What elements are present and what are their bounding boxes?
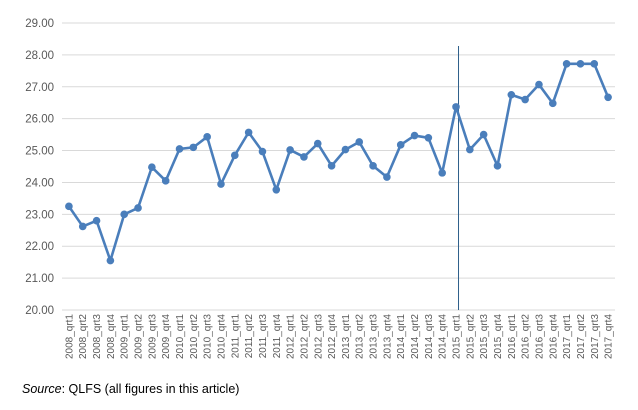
y-tick-label: 25.00 [25,146,54,158]
x-axis: 2008_qrt1 2008_qrt2 2008_qrt3 2008_qrt4 2009… [64,314,614,359]
x-tick-label: 2016_qrt4 [548,314,559,359]
x-tick-label: 2012_qrt4 [327,314,338,359]
data-point [161,177,170,185]
x-tick-label: 2013_qrt1 [341,314,352,359]
data-point [341,145,350,154]
data-point [355,138,364,146]
x-tick-label: 2016_qrt1 [507,314,518,359]
x-tick-label: 2015_qrt3 [479,314,490,359]
data-point [521,95,529,104]
data-point [217,180,225,188]
data-point [106,256,115,265]
series [65,60,612,265]
source-text: : QLFS (all figures in this article) [61,382,240,396]
gridlines [62,22,615,311]
x-tick-label: 2008_qrt3 [92,314,103,359]
data-point [548,99,557,108]
data-point [203,133,211,141]
data-point [258,147,267,156]
data-point [604,93,612,102]
y-tick-label: 22.00 [25,241,54,253]
data-point [92,216,101,225]
x-tick-label: 2013_qrt2 [355,314,366,359]
x-tick-label: 2008_qrt1 [64,314,75,359]
data-point [313,139,322,148]
x-tick-label: 2015_qrt2 [465,314,476,359]
data-point [175,145,184,153]
data-point [327,162,336,170]
data-point [300,153,308,161]
x-tick-label: 2014_qrt1 [396,314,407,359]
x-tick-label: 2014_qrt3 [424,314,435,359]
data-point [493,162,502,170]
y-tick-label: 24.00 [25,177,54,189]
source-note: Source: QLFS (all figures in this articl… [22,382,239,396]
x-tick-label: 2015_qrt1 [452,314,463,359]
data-point [562,60,571,68]
x-tick-label: 2009_qrt2 [134,314,145,359]
y-tick-label: 29.00 [25,18,54,30]
x-tick-label: 2012_qrt3 [313,314,324,359]
y-tick-label: 21.00 [25,273,54,285]
y-tick-label: 23.00 [25,209,54,221]
data-point [466,145,474,154]
x-tick-label: 2008_qrt2 [78,314,89,359]
data-point [120,210,129,219]
y-tick-label: 20.00 [25,305,54,317]
data-point [576,60,585,68]
data-point [396,141,405,149]
x-tick-label: 2014_qrt2 [410,314,421,359]
data-point [424,134,433,142]
x-tick-label: 2016_qrt3 [534,314,545,359]
x-tick-label: 2013_qrt4 [382,314,393,359]
data-point [244,128,253,137]
x-tick-label: 2011_qrt1 [230,314,241,359]
x-tick-label: 2009_qrt4 [161,314,172,359]
data-point [231,151,239,160]
x-tick-label: 2010_qrt3 [203,314,214,359]
x-tick-label: 2009_qrt3 [147,314,158,359]
x-tick-label: 2010_qrt1 [175,314,186,359]
data-point [65,202,73,211]
source-label: Source [22,382,62,396]
x-tick-label: 2017_qrt2 [576,314,587,359]
x-tick-label: 2015_qrt4 [493,314,504,359]
data-point [148,163,156,171]
x-tick-label: 2017_qrt4 [604,314,615,359]
x-tick-label: 2012_qrt1 [286,314,297,359]
data-point [452,103,460,111]
data-point [507,90,516,99]
y-tick-label: 26.00 [25,114,54,126]
x-tick-label: 2017_qrt3 [590,314,601,359]
x-tick-label: 2010_qrt2 [189,314,200,359]
data-point [383,173,391,181]
data-point [535,80,543,89]
data-point [272,185,281,194]
x-tick-label: 2011_qrt2 [244,314,255,359]
series-line [67,62,610,262]
data-point [410,131,419,140]
x-tick-label: 2011_qrt4 [272,314,283,359]
x-tick-label: 2013_qrt3 [369,314,380,359]
data-point [189,143,198,152]
data-point [134,204,142,212]
x-tick-label: 2009_qrt1 [120,314,131,359]
y-tick-label: 27.00 [25,82,54,94]
y-tick-label: 28.00 [25,50,54,62]
y-axis: 20.00 21.00 22.00 23.00 24.00 25.00 26.00 27.00… [25,18,54,317]
data-point [78,222,87,231]
x-tick-label: 2010_qrt4 [216,314,227,359]
x-tick-label: 2016_qrt2 [521,314,532,359]
x-tick-label: 2017_qrt1 [562,314,573,359]
data-point [369,162,377,170]
data-point [479,130,488,139]
x-tick-label: 2011_qrt3 [258,314,269,359]
line-chart: 20.00 21.00 22.00 23.00 24.00 25.00 26.00 27.00… [25,18,615,359]
x-tick-label: 2008_qrt4 [106,314,117,359]
data-point [438,169,446,177]
x-tick-label: 2014_qrt4 [438,314,449,359]
data-point [590,60,599,68]
x-tick-label: 2012_qrt2 [299,314,310,359]
data-point [286,146,294,154]
